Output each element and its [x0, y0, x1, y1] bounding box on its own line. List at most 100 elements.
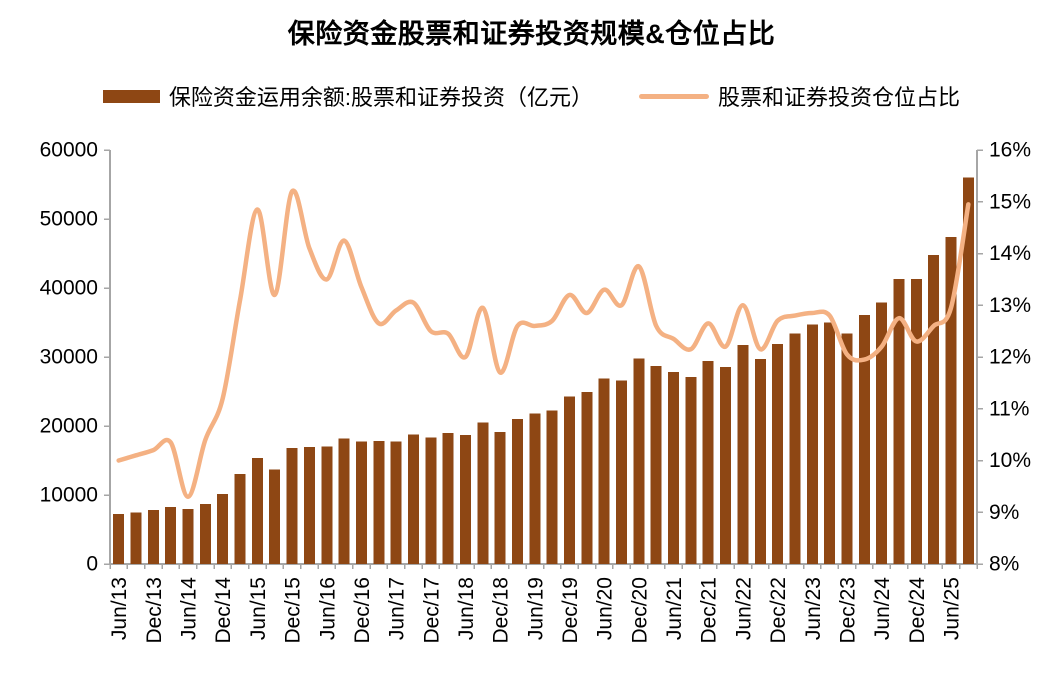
right-axis-tick-label: 14%	[989, 242, 1031, 265]
x-axis-tick-label: Dec/17	[420, 577, 443, 644]
bar	[269, 469, 281, 564]
x-axis-tick-label: Jun/17	[386, 577, 409, 640]
x-axis-tick-label: Jun/19	[524, 577, 547, 640]
bar	[824, 322, 836, 564]
bar	[737, 344, 749, 564]
x-axis-tick-label: Dec/24	[906, 577, 929, 644]
position-ratio-line	[116, 188, 971, 499]
bar	[217, 493, 229, 564]
bar	[494, 432, 506, 564]
line-series-swatch	[639, 93, 710, 99]
bar	[511, 418, 523, 564]
bar	[685, 376, 697, 564]
bar	[407, 434, 419, 564]
x-axis-tick-label: Dec/18	[490, 577, 513, 644]
bar	[858, 315, 870, 564]
right-axis-tick-label: 8%	[989, 553, 1019, 576]
x-axis-tick-label: Jun/18	[455, 577, 478, 640]
x-axis-tick-label: Dec/22	[767, 577, 790, 644]
right-axis-tick-label: 11%	[989, 397, 1029, 420]
x-axis-tick-label: Jun/20	[594, 577, 617, 640]
bar	[425, 437, 437, 564]
bar	[893, 279, 905, 564]
x-axis-tick-label: Jun/22	[732, 577, 755, 640]
bar-series-label: 保险资金运用余额:股票和证券投资（亿元）	[168, 85, 594, 110]
bar	[477, 422, 489, 564]
bar	[182, 509, 194, 564]
left-axis-tick-label: 50000	[40, 208, 98, 231]
left-axis-tick-label: 20000	[40, 415, 98, 438]
bar	[234, 474, 246, 564]
bar	[772, 343, 784, 564]
bar	[910, 279, 922, 564]
line-series-label: 股票和证券投资仓位占比	[718, 85, 961, 110]
bar	[720, 366, 732, 564]
left-axis-tick-label: 10000	[40, 484, 98, 507]
x-axis-tick-label: Dec/23	[836, 577, 859, 644]
x-axis-tick-label: Dec/21	[698, 577, 721, 644]
bar	[286, 448, 298, 564]
bar	[928, 255, 940, 564]
x-axis-tick-label: Dec/13	[143, 577, 166, 644]
x-axis-tick-label: Jun/21	[663, 577, 686, 640]
right-axis-tick-label: 10%	[989, 449, 1031, 472]
bar	[373, 441, 385, 564]
bar	[945, 236, 957, 564]
bar	[321, 446, 333, 564]
bar	[598, 378, 610, 564]
x-axis-tick-label: Dec/20	[628, 577, 651, 644]
bar	[165, 506, 177, 564]
bar	[130, 512, 142, 564]
bar	[338, 438, 350, 564]
bar	[806, 324, 818, 564]
bar	[564, 396, 576, 564]
left-axis-tick-label: 40000	[40, 277, 98, 300]
bar	[390, 441, 402, 564]
x-axis-tick-label: Jun/14	[178, 577, 201, 640]
bar	[355, 441, 367, 564]
legend-item-line-series: 股票和证券投资仓位占比	[639, 80, 960, 112]
bar	[113, 514, 125, 564]
x-axis-tick-label: Jun/16	[316, 577, 339, 640]
bar	[789, 333, 801, 564]
x-axis-tick-label: Dec/16	[351, 577, 374, 644]
bar	[616, 380, 628, 564]
legend-item-bar-series: 保险资金运用余额:股票和证券投资（亿元）	[102, 80, 594, 112]
right-axis-tick-label: 9%	[989, 501, 1019, 524]
bar	[529, 413, 541, 564]
bar	[962, 177, 974, 564]
bar	[251, 458, 263, 564]
x-axis-tick-label: Jun/23	[802, 577, 825, 640]
chart-title: 保险资金股票和证券投资规模&仓位占比	[287, 19, 776, 49]
bar-series-swatch	[102, 89, 160, 103]
right-axis-tick-label: 15%	[989, 190, 1031, 213]
bar	[650, 366, 662, 564]
bar	[303, 446, 315, 564]
x-axis-tick-label: Jun/25	[940, 577, 963, 640]
bar	[841, 333, 853, 564]
bar	[876, 302, 888, 564]
x-axis-tick-label: Dec/14	[212, 577, 235, 644]
left-axis-tick-label: 0	[86, 553, 98, 576]
bar	[147, 510, 159, 564]
bar	[581, 392, 593, 564]
bar	[702, 360, 714, 564]
chart-legend: 保险资金运用余额:股票和证券投资（亿元） 股票和证券投资仓位占比	[0, 80, 1063, 112]
bar	[754, 358, 766, 564]
x-axis-tick-label: Dec/19	[559, 577, 582, 644]
bar	[199, 504, 211, 564]
bar	[546, 410, 558, 564]
right-axis-tick-label: 13%	[989, 294, 1031, 317]
bar	[633, 358, 645, 564]
x-axis-tick-label: Jun/15	[247, 577, 270, 640]
bar	[668, 372, 680, 564]
left-axis-tick-label: 60000	[40, 139, 98, 162]
x-axis-tick-label: Jun/24	[871, 577, 894, 640]
right-axis-tick-label: 16%	[989, 139, 1031, 162]
left-axis-tick-label: 30000	[40, 346, 98, 369]
x-axis-tick-label: Jun/13	[108, 577, 131, 640]
right-axis-tick-label: 12%	[989, 346, 1031, 369]
bar	[442, 432, 454, 564]
